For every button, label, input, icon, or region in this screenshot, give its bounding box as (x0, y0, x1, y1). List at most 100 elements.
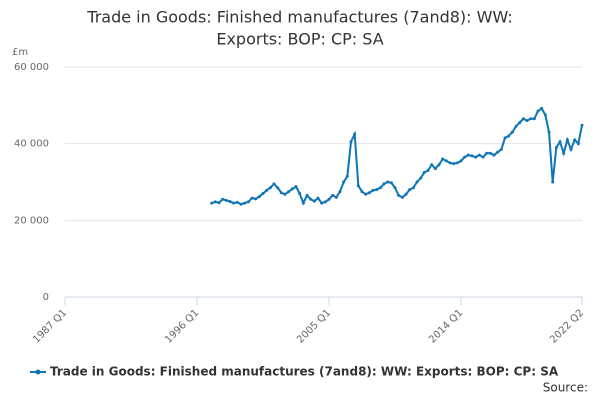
point (521, 117, 525, 121)
point (356, 184, 360, 188)
point (283, 192, 287, 196)
point (217, 201, 221, 205)
chart-title: Exports: BOP: CP: SA (216, 30, 383, 49)
point (305, 193, 309, 197)
point (397, 193, 401, 197)
point (331, 193, 335, 197)
x-tick-label: 1996 Q1 (163, 307, 201, 345)
y-axis-label: £m (12, 47, 28, 58)
point (221, 197, 225, 201)
point (422, 170, 426, 174)
point (246, 200, 250, 204)
point (239, 202, 243, 206)
point (565, 138, 569, 142)
point (338, 190, 342, 194)
point (514, 124, 518, 128)
point (224, 198, 228, 202)
point (426, 169, 430, 172)
point (232, 201, 236, 205)
point (309, 197, 313, 201)
point (536, 109, 540, 113)
point (228, 200, 232, 204)
point (272, 182, 276, 186)
point (371, 188, 375, 192)
point (573, 138, 577, 142)
y-tick-label: 0 (43, 292, 49, 303)
point (349, 140, 353, 144)
point (455, 161, 459, 165)
point (257, 195, 261, 199)
point (298, 192, 302, 195)
point (569, 147, 573, 151)
x-tick-label: 2005 Q1 (295, 307, 333, 345)
point (499, 147, 503, 151)
point (404, 192, 408, 196)
point (250, 196, 254, 200)
point (576, 142, 580, 146)
y-tick-label: 20 000 (14, 215, 49, 226)
legend-marker (35, 369, 41, 375)
point (554, 146, 558, 149)
point (210, 201, 214, 205)
point (529, 117, 533, 121)
point (408, 188, 412, 192)
point (378, 186, 382, 190)
point (485, 151, 489, 155)
x-tick-label: 2014 Q1 (427, 307, 465, 345)
point (430, 163, 434, 167)
point (386, 180, 390, 184)
point (382, 182, 386, 186)
point (400, 195, 404, 199)
point (543, 113, 547, 117)
point (353, 132, 357, 136)
point (466, 153, 470, 157)
point (419, 176, 423, 180)
point (547, 130, 551, 134)
point (312, 199, 316, 203)
point (342, 180, 346, 184)
point (518, 121, 522, 125)
point (481, 155, 485, 159)
point (459, 159, 463, 163)
point (268, 186, 272, 190)
y-tick-label: 60 000 (14, 62, 49, 73)
point (290, 187, 294, 191)
point (492, 153, 496, 157)
point (507, 134, 511, 138)
point (367, 191, 371, 195)
point (261, 192, 265, 195)
point (320, 201, 324, 205)
source: Source: (543, 381, 588, 395)
point (254, 197, 258, 201)
point (477, 153, 481, 157)
point (364, 192, 368, 196)
point (437, 163, 441, 167)
point (345, 174, 349, 178)
point (389, 181, 393, 185)
point (235, 200, 239, 204)
y-tick-label: 40 000 (14, 139, 49, 150)
point (496, 150, 500, 154)
point (243, 201, 247, 205)
point (213, 200, 217, 204)
point (444, 159, 448, 163)
legend-label: Trade in Goods: Finished manufactures (7… (50, 365, 559, 379)
point (279, 191, 283, 195)
point (294, 185, 298, 189)
x-tick-label: 1987 Q1 (31, 307, 69, 345)
point (327, 197, 331, 201)
point (452, 162, 456, 166)
point (433, 167, 437, 171)
point (411, 186, 415, 190)
point (580, 123, 584, 127)
point (470, 154, 474, 158)
point (360, 190, 364, 194)
point (562, 151, 566, 155)
chart-title: Trade in Goods: Finished manufactures (7… (86, 8, 512, 27)
point (316, 196, 320, 200)
point (393, 186, 397, 190)
point (551, 180, 555, 184)
point (415, 180, 419, 184)
point (265, 188, 269, 192)
point (276, 186, 280, 190)
